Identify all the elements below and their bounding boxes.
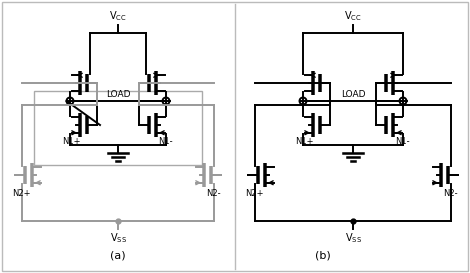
Text: LOAD: LOAD: [106, 90, 130, 99]
Text: N2-: N2-: [443, 189, 458, 198]
Text: N1+: N1+: [62, 137, 80, 146]
Bar: [34, 91, 202, 165]
Text: N1-: N1-: [158, 137, 172, 146]
Text: LOAD: LOAD: [341, 90, 365, 99]
Text: V$_{\sf SS}$: V$_{\sf SS}$: [345, 231, 361, 245]
Text: N2-: N2-: [206, 189, 220, 198]
Text: N2+: N2+: [12, 189, 31, 198]
Text: (b): (b): [315, 251, 331, 261]
Text: V$_{\sf CC}$: V$_{\sf CC}$: [344, 9, 362, 23]
Text: N1-: N1-: [395, 137, 410, 146]
Text: (a): (a): [110, 251, 126, 261]
Text: N2+: N2+: [245, 189, 264, 198]
Text: V$_{\sf SS}$: V$_{\sf SS}$: [110, 231, 126, 245]
Text: V$_{\sf CC}$: V$_{\sf CC}$: [109, 9, 127, 23]
Text: N1+: N1+: [295, 137, 313, 146]
